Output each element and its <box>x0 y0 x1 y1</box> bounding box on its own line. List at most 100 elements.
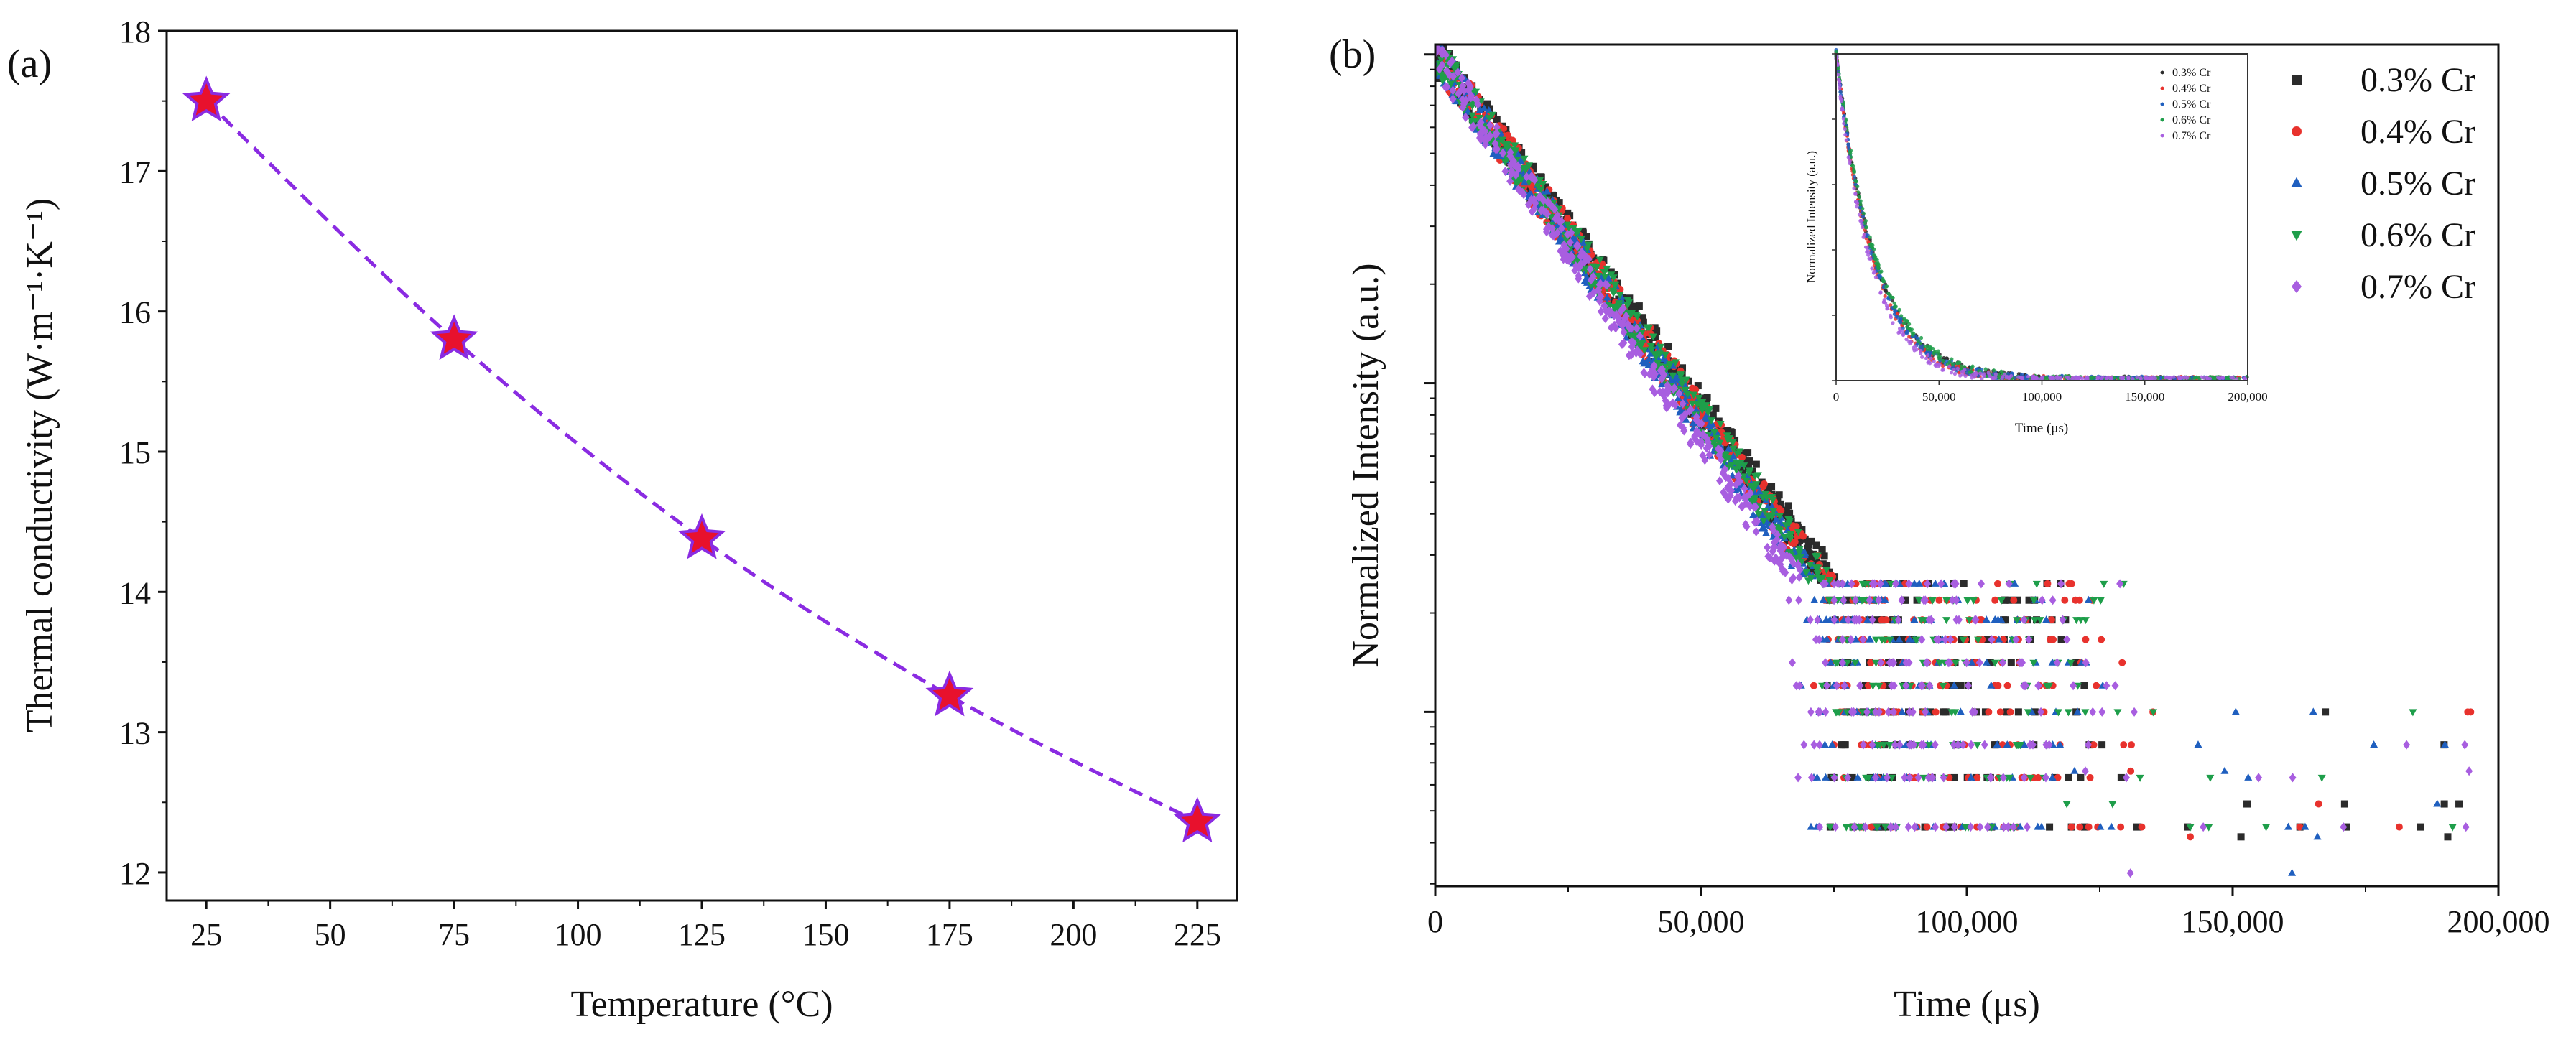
point <box>1788 575 1796 585</box>
point <box>1820 740 1829 748</box>
panel-b-scatter-points <box>1435 45 2475 878</box>
point <box>1884 707 1892 717</box>
inset-point <box>1941 368 1945 372</box>
point <box>1646 349 1655 357</box>
inset-point <box>1950 357 1954 361</box>
inset-point <box>1916 339 1920 343</box>
point <box>1969 597 1978 605</box>
inset-point <box>2182 376 2186 380</box>
legend-label: 0.3% Cr <box>2360 61 2475 99</box>
inset-point <box>2243 377 2247 381</box>
point <box>2096 597 2105 605</box>
point <box>1881 824 1890 832</box>
inset-point <box>1838 90 1843 94</box>
point <box>1815 707 1822 717</box>
inset-legend-marker <box>2160 70 2164 75</box>
inset-point <box>1894 304 1898 309</box>
point <box>2026 740 2034 750</box>
point <box>2046 823 2054 831</box>
point <box>1674 394 1682 401</box>
inset-point <box>1881 279 1886 284</box>
y-tick-label: 15 <box>119 435 151 470</box>
point <box>1611 320 1618 330</box>
point <box>1902 681 1910 691</box>
inset-point <box>1889 313 1893 317</box>
point <box>1549 191 1557 199</box>
point <box>2037 707 2045 717</box>
point <box>1567 228 1575 238</box>
point <box>1800 740 1808 750</box>
point <box>1768 493 1776 501</box>
inset-point <box>1904 331 1909 336</box>
point <box>1858 597 1867 605</box>
point <box>1746 488 1754 498</box>
point <box>1968 658 1976 666</box>
point <box>2100 580 2108 588</box>
inset-point <box>2153 376 2157 381</box>
point <box>1669 398 1677 408</box>
point <box>2031 708 2039 716</box>
point <box>2077 773 2085 781</box>
point <box>1787 531 1795 539</box>
point <box>1496 152 1504 159</box>
inset-point <box>1899 314 1904 318</box>
inset-point <box>1931 346 1935 351</box>
point <box>1567 251 1575 261</box>
point <box>1596 297 1604 307</box>
point <box>2082 658 2090 668</box>
inset-point <box>1871 271 1876 275</box>
point <box>2301 822 2309 830</box>
point <box>2126 868 2134 878</box>
point <box>1710 429 1719 437</box>
point <box>1557 223 1565 233</box>
point <box>1715 450 1723 460</box>
point <box>2117 823 2125 831</box>
point <box>1784 502 1792 510</box>
point <box>2005 774 2014 782</box>
point <box>2004 822 2012 832</box>
point <box>1454 68 1462 78</box>
point <box>1732 466 1741 474</box>
inset-point <box>1853 178 1858 183</box>
point <box>1842 824 1850 832</box>
point <box>1924 658 1932 668</box>
inset-point <box>2131 376 2135 381</box>
point <box>1682 376 1691 384</box>
inset-point <box>1970 366 1974 370</box>
inset-point <box>1873 257 1878 261</box>
inset-legend-item-4: 0.7% Cr <box>2160 130 2211 142</box>
point <box>1562 255 1570 265</box>
point <box>1983 822 1991 832</box>
inset-point <box>1876 263 1881 267</box>
legend-label: 0.6% Cr <box>2360 216 2475 254</box>
inset-point <box>1904 318 1909 323</box>
point <box>1794 540 1802 548</box>
inset-point <box>1991 368 1996 373</box>
point <box>1590 287 1598 297</box>
inset-point <box>1963 368 1967 372</box>
point <box>1806 561 1815 569</box>
point <box>1997 597 2006 605</box>
point <box>1924 742 1933 750</box>
point <box>1803 556 1811 564</box>
point <box>1844 615 1852 625</box>
point <box>1942 708 1950 716</box>
inset-point <box>1898 326 1902 331</box>
legend-item-4: 0.7% Cr <box>2292 268 2475 306</box>
point <box>1946 658 1954 668</box>
inset-point <box>2066 376 2070 380</box>
point <box>1996 708 2004 716</box>
point <box>1587 275 1595 285</box>
point <box>1906 773 1914 783</box>
point <box>1894 615 1902 625</box>
inset-point <box>1884 284 1889 289</box>
inset-x-tick-label: 50,000 <box>1922 390 1956 404</box>
inset-point <box>1852 167 1856 172</box>
point <box>2010 596 2018 604</box>
point <box>1699 450 1707 460</box>
inset-point <box>2215 376 2220 380</box>
point <box>1547 214 1556 222</box>
point <box>1952 615 1960 625</box>
point <box>1951 659 1960 667</box>
point <box>1875 682 1884 690</box>
